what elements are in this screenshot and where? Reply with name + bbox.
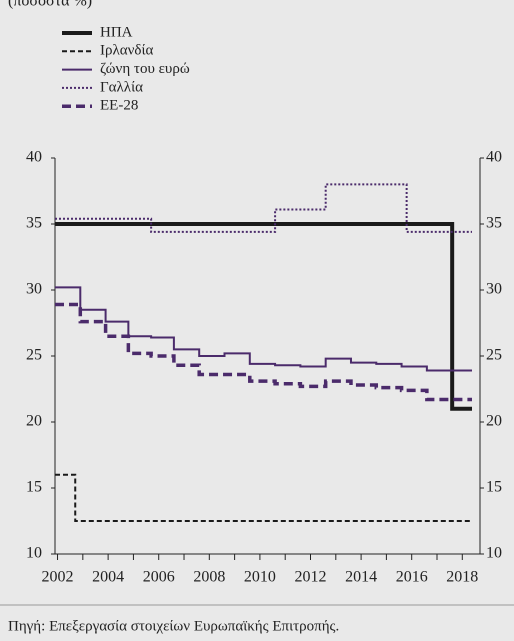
x-tick-label: 2008 <box>193 569 225 586</box>
series-line <box>55 302 472 402</box>
y-tick-label: 35 <box>26 215 42 232</box>
legend-label: Γαλλία <box>100 79 143 95</box>
chart-subtitle: (ποσοστά %) <box>8 0 92 10</box>
series-line <box>55 473 472 522</box>
series-line <box>55 222 472 411</box>
x-tick-label: 2010 <box>244 569 276 586</box>
legend-label: ζώνη του ευρώ <box>100 61 190 77</box>
y-tick-label: 25 <box>26 347 42 364</box>
x-tick-label: 2014 <box>345 569 377 586</box>
y-tick-label: 40 <box>26 149 42 166</box>
legend-label: Ιρλανδία <box>100 43 153 59</box>
legend-label: ΗΠΑ <box>100 24 133 40</box>
y2-tick-label: 40 <box>486 149 502 166</box>
y-tick-label: 10 <box>26 545 42 562</box>
y-tick-label: 30 <box>26 281 42 298</box>
x-tick-label: 2004 <box>92 569 124 586</box>
source-note: Πηγή: Επεξεργασία στοιχείων Ευρωπαϊκής Ε… <box>8 618 339 634</box>
y-tick-label: 20 <box>26 413 42 430</box>
y2-tick-label: 10 <box>486 545 502 562</box>
y2-tick-label: 15 <box>486 479 502 496</box>
x-tick-label: 2002 <box>42 569 74 586</box>
y2-tick-label: 20 <box>486 413 502 430</box>
x-tick-label: 2012 <box>295 569 327 586</box>
x-tick-label: 2018 <box>446 569 478 586</box>
y2-tick-label: 35 <box>486 215 502 232</box>
y-tick-label: 15 <box>26 479 42 496</box>
x-tick-label: 2016 <box>396 569 428 586</box>
x-tick-label: 2006 <box>143 569 175 586</box>
y2-tick-label: 25 <box>486 347 502 364</box>
series-line <box>55 183 472 233</box>
y2-tick-label: 30 <box>486 281 502 298</box>
series-line <box>55 286 472 372</box>
legend-label: ΕΕ-28 <box>100 98 138 114</box>
